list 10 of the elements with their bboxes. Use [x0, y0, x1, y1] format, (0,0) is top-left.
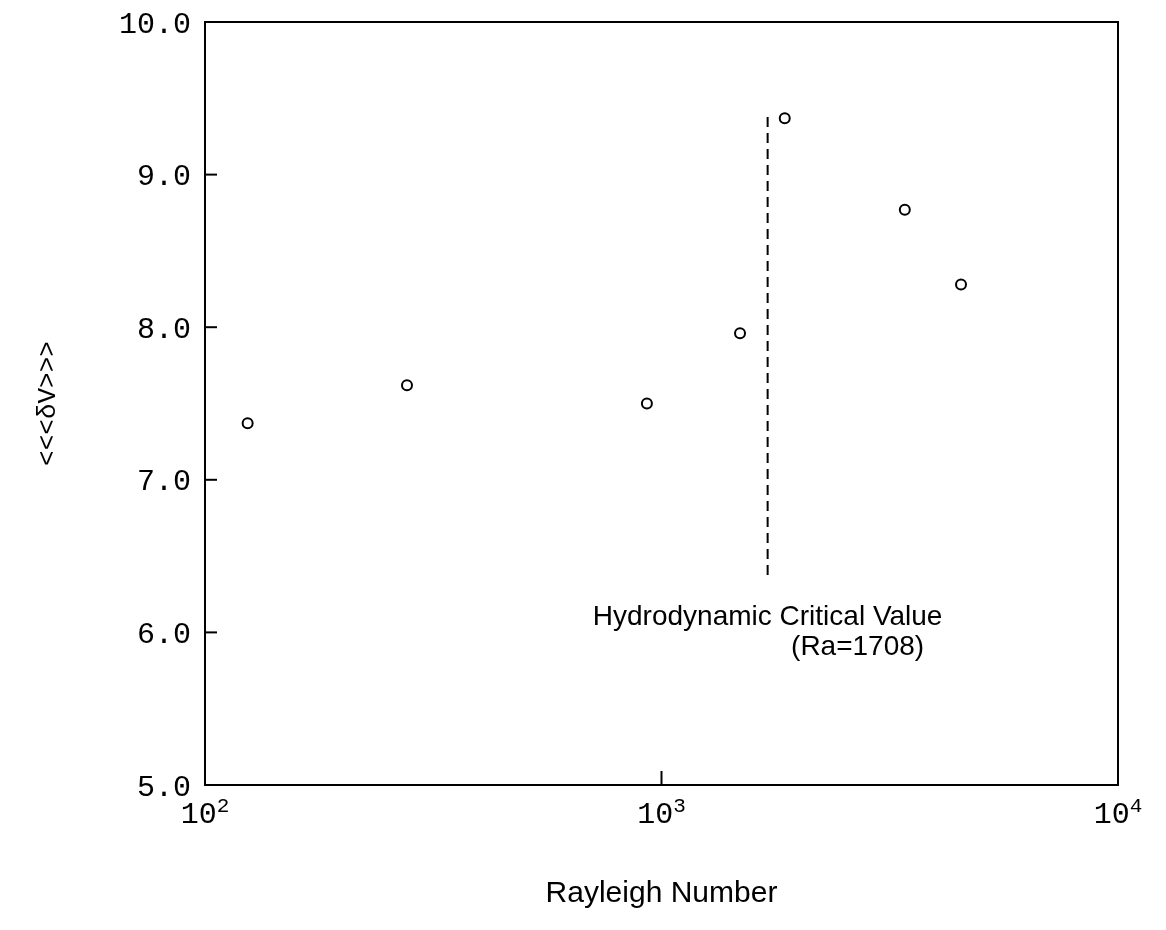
x-tick-label: 10$^{3}$: [637, 794, 686, 832]
y-tick-label: 7.0: [136, 465, 191, 500]
x-tick-label: 10$^{4}$: [1093, 794, 1143, 832]
y-tick-label: 10.0: [118, 7, 191, 42]
x-axis-title: Rayleigh Number: [545, 875, 778, 908]
y-tick-label: 8.0: [136, 312, 191, 347]
y-tick-label: 9.0: [136, 160, 191, 195]
ref-line-label: Hydrodynamic Critical Value (Ra=1708): [592, 600, 943, 661]
y-axis-title: <<<δV>>>: [33, 341, 63, 466]
y-tick-label: 6.0: [136, 617, 191, 652]
